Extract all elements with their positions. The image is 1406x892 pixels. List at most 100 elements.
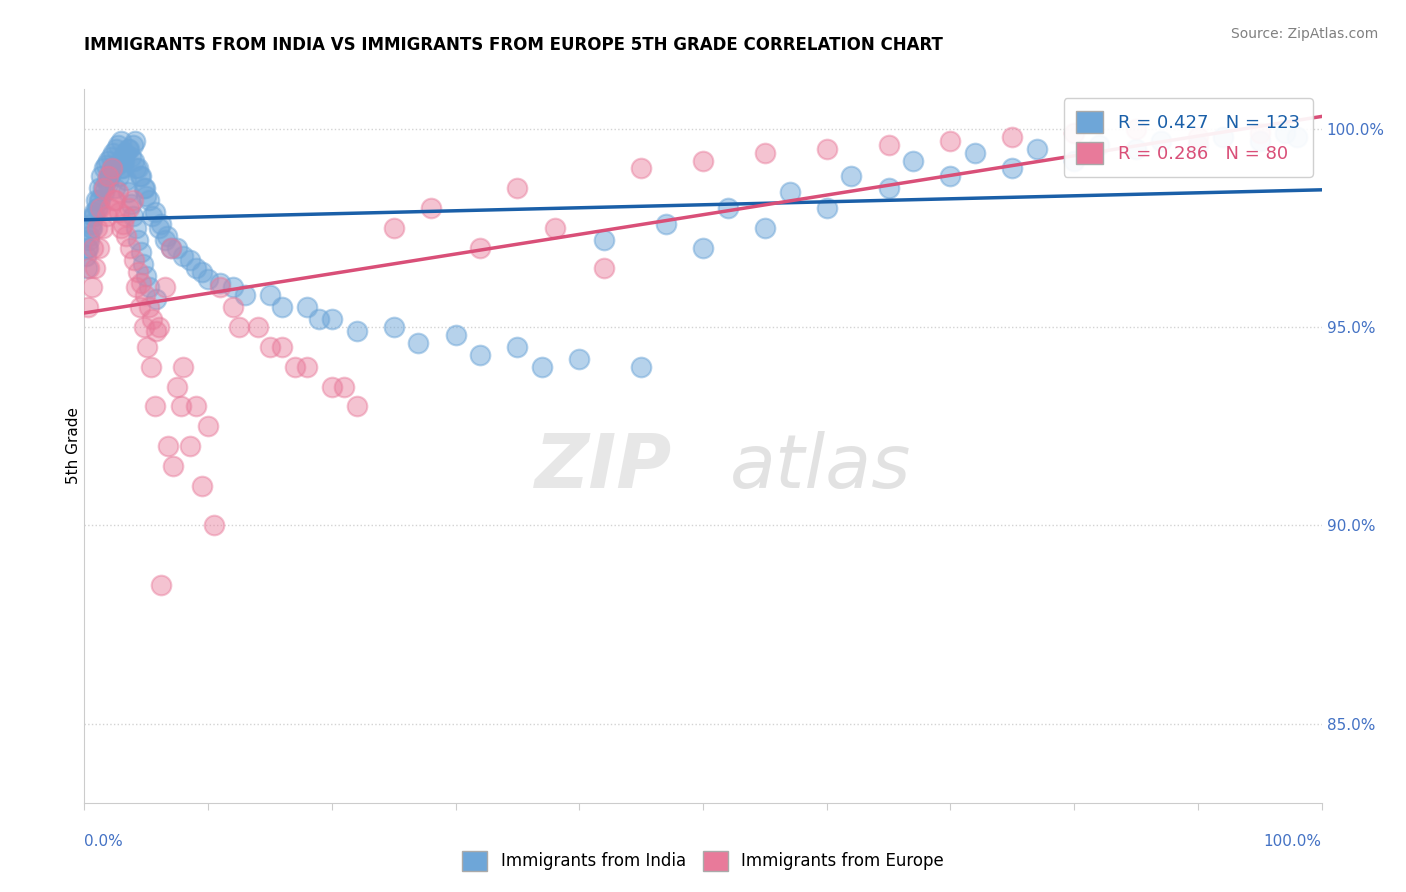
Point: [172, 359, 194, 374]
Point: [96, 209, 118, 223]
Point: [120, 150, 142, 164]
Point: [80, 221, 103, 235]
Point: [98, 169, 121, 184]
Legend: R = 0.427   N = 123, R = 0.286   N = 80: R = 0.427 N = 123, R = 0.286 N = 80: [1064, 98, 1313, 177]
Point: [143, 205, 166, 219]
Point: [77, 300, 100, 314]
Point: [160, 241, 183, 255]
Point: [97, 178, 120, 192]
Text: ZIP: ZIP: [536, 431, 672, 504]
Point: [89, 201, 111, 215]
Point: [222, 300, 245, 314]
Point: [568, 351, 591, 366]
Point: [86, 221, 108, 235]
Point: [129, 169, 152, 184]
Point: [90, 169, 112, 184]
Point: [197, 419, 219, 434]
Point: [108, 169, 131, 184]
Point: [98, 169, 121, 184]
Point: [1063, 126, 1085, 140]
Point: [655, 217, 678, 231]
Point: [93, 181, 115, 195]
Point: [129, 277, 152, 291]
Point: [295, 300, 318, 314]
Point: [333, 379, 356, 393]
Point: [120, 197, 142, 211]
Point: [153, 233, 176, 247]
Point: [93, 186, 115, 200]
Point: [134, 288, 156, 302]
Point: [75, 249, 97, 263]
Point: [271, 300, 294, 314]
Point: [135, 268, 157, 283]
Point: [692, 153, 714, 168]
Point: [89, 193, 111, 207]
Point: [127, 233, 149, 247]
Point: [259, 340, 281, 354]
Point: [104, 181, 127, 195]
Point: [86, 201, 108, 215]
Point: [118, 201, 141, 215]
Point: [89, 193, 111, 207]
Point: [82, 241, 104, 255]
Point: [1187, 137, 1209, 152]
Point: [93, 161, 115, 176]
Point: [127, 264, 149, 278]
Point: [122, 209, 145, 223]
Point: [121, 137, 143, 152]
Point: [124, 134, 146, 148]
Point: [120, 241, 142, 255]
Point: [96, 173, 118, 187]
Point: [76, 241, 98, 255]
Point: [110, 161, 132, 176]
Text: IMMIGRANTS FROM INDIA VS IMMIGRANTS FROM EUROPE 5TH GRADE CORRELATION CHART: IMMIGRANTS FROM INDIA VS IMMIGRANTS FROM…: [84, 36, 943, 54]
Point: [138, 280, 160, 294]
Point: [1125, 121, 1147, 136]
Point: [104, 142, 127, 156]
Point: [754, 221, 776, 235]
Point: [841, 169, 863, 184]
Point: [321, 312, 343, 326]
Point: [103, 145, 125, 160]
Point: [166, 241, 188, 255]
Point: [172, 249, 194, 263]
Point: [815, 201, 838, 215]
Point: [110, 153, 132, 168]
Point: [80, 280, 103, 294]
Point: [114, 209, 136, 223]
Point: [184, 260, 207, 275]
Point: [105, 157, 128, 171]
Point: [94, 157, 117, 171]
Point: [191, 478, 214, 492]
Point: [717, 201, 740, 215]
Point: [91, 181, 114, 195]
Point: [754, 145, 776, 160]
Point: [138, 193, 160, 207]
Point: [97, 169, 120, 184]
Point: [531, 359, 554, 374]
Point: [1249, 134, 1271, 148]
Point: [114, 145, 136, 160]
Point: [118, 142, 141, 156]
Point: [1285, 129, 1308, 144]
Point: [419, 201, 441, 215]
Point: [100, 150, 122, 164]
Point: [593, 233, 616, 247]
Point: [132, 181, 155, 195]
Point: [87, 181, 110, 195]
Point: [107, 137, 129, 152]
Point: [110, 134, 132, 148]
Point: [209, 277, 232, 291]
Point: [1187, 129, 1209, 144]
Point: [271, 340, 294, 354]
Point: [346, 400, 368, 414]
Point: [153, 280, 176, 294]
Point: [125, 221, 148, 235]
Point: [114, 173, 136, 187]
Point: [965, 145, 987, 160]
Point: [630, 359, 652, 374]
Point: [160, 241, 183, 255]
Point: [470, 348, 492, 362]
Point: [107, 186, 129, 200]
Point: [141, 312, 163, 326]
